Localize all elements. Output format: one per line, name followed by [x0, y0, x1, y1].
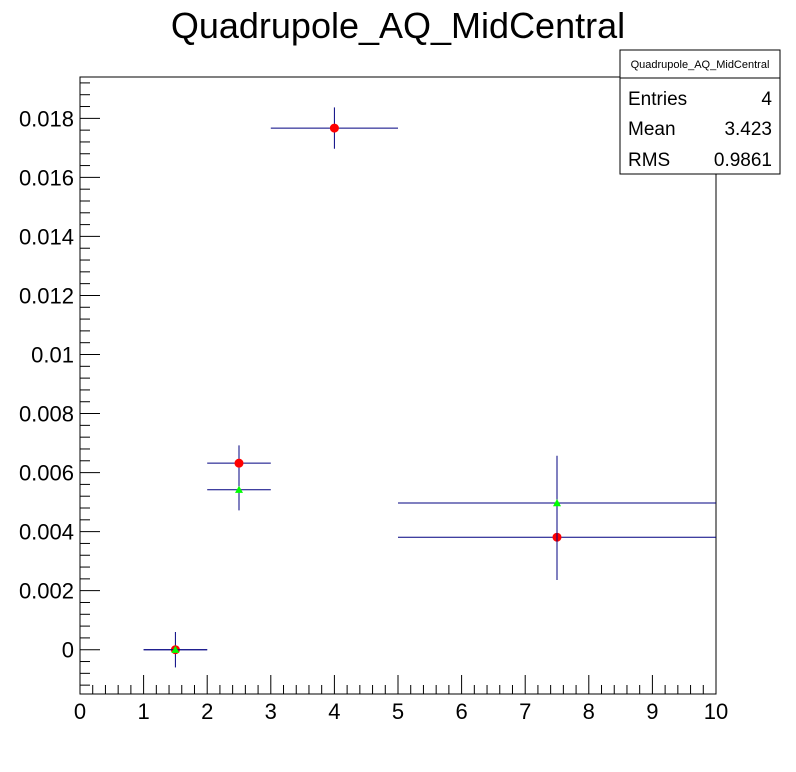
x-tick-label: 2: [201, 699, 213, 724]
x-tick-label: 6: [455, 699, 467, 724]
y-tick-label: 0.004: [19, 520, 74, 545]
data-point: [398, 455, 716, 551]
data-point: [207, 469, 271, 511]
circle-marker: [234, 458, 244, 468]
x-tick-label: 7: [519, 699, 531, 724]
data-point: [270, 107, 398, 149]
x-tick-label: 1: [137, 699, 149, 724]
data-point: [143, 645, 208, 653]
stats-entries-label: Entries: [628, 89, 687, 110]
chart-title: Quadrupole_AQ_MidCentral: [171, 5, 625, 46]
x-tick-labels: 0 1 2 3 4 5 6 7 8 9 10: [74, 699, 728, 724]
y-tick-labels: 0 0.002 0.004 0.006 0.008 0.01 0.012 0.014 0.016…: [19, 106, 74, 662]
x-tick-label: 4: [328, 699, 340, 724]
x-tick-label: 10: [704, 699, 728, 724]
triangle-marker: [171, 645, 180, 653]
y-tick-label: 0: [62, 638, 74, 663]
y-tick-label: 0.016: [19, 165, 74, 190]
x-tick-label: 9: [646, 699, 658, 724]
data-point: [207, 445, 271, 481]
y-tick-label: 0.014: [19, 224, 74, 249]
stats-rms-label: RMS: [628, 150, 670, 171]
circle-marker: [329, 123, 339, 133]
y-tick-label: 0.008: [19, 402, 74, 427]
y-tick-label: 0.018: [19, 106, 74, 131]
stats-box-frame: [619, 49, 781, 175]
stats-box: Quadrupole_AQ_MidCentral Entries 4 Mean …: [619, 49, 781, 175]
y-tick-label: 0.002: [19, 579, 74, 604]
stats-entries-value: 4: [761, 89, 772, 110]
x-tick-label: 5: [392, 699, 404, 724]
y-tick-label: 0.01: [31, 343, 74, 368]
stats-mean-value: 3.423: [724, 119, 772, 140]
x-tick-label: 8: [583, 699, 595, 724]
triangle-marker: [553, 498, 561, 507]
stats-mean-label: Mean: [628, 119, 676, 140]
y-tick-label: 0.012: [19, 283, 74, 308]
y-tick-label: 0.006: [19, 461, 74, 486]
x-tick-label: 0: [74, 699, 86, 724]
triangle-marker: [235, 485, 243, 493]
stats-rms-value: 0.9861: [714, 150, 772, 171]
stats-box-title: Quadrupole_AQ_MidCentral: [631, 59, 770, 71]
x-tick-label: 3: [265, 699, 277, 724]
data-points: [143, 107, 716, 668]
axis-ticks: [79, 82, 717, 694]
